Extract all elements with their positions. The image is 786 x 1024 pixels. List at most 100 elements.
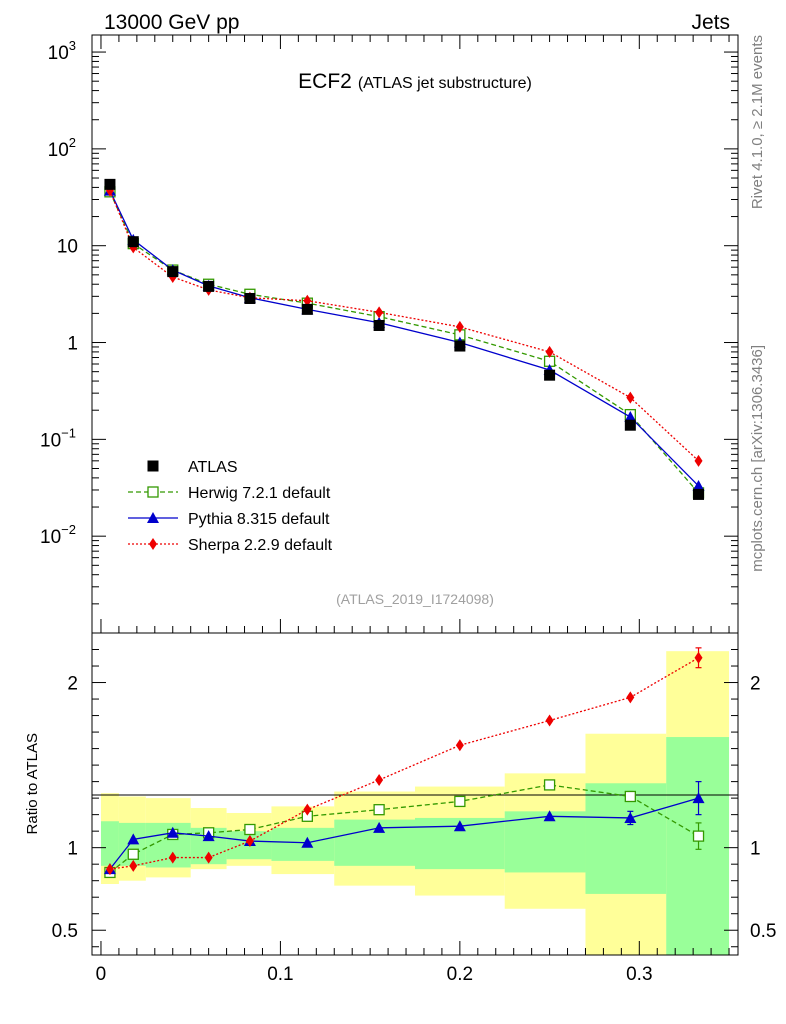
y-tick-label-top: 102: [48, 135, 76, 161]
sherpa-ratio-marker: [168, 851, 177, 864]
atlas-data-point: [244, 292, 256, 304]
ratio-y-tick-label-left: 1: [67, 839, 78, 860]
legend: ATLAS Herwig 7.2.1 default Pythia 8.315 de…: [128, 459, 333, 554]
sherpa-ratio-marker: [245, 835, 254, 848]
sherpa-ratio-marker: [545, 714, 554, 727]
y-tick-label-exponent: 3: [69, 38, 76, 53]
x-tick-label: 0.3: [626, 964, 652, 985]
atlas-data-point: [544, 369, 556, 381]
y-tick-label-top: 1: [67, 334, 78, 355]
ratio-y-tick-label-right: 0.5: [750, 921, 776, 942]
sherpa-top-marker: [303, 294, 312, 307]
ratio-y-tick-label-left: 2: [67, 674, 78, 695]
atlas-data-point: [104, 178, 116, 190]
ratio-y-tick-label-right: 2: [750, 674, 761, 695]
pythia-ratio-marker: [127, 833, 140, 845]
atlas-data-point: [624, 419, 636, 431]
sherpa-top-marker: [455, 320, 464, 333]
sherpa-top-marker: [545, 345, 554, 358]
atlas-data-point: [693, 488, 705, 500]
pythia-ratio-marker: [301, 836, 314, 848]
y-tick-label-top: 103: [48, 38, 76, 64]
herwig-ratio-marker: [373, 804, 385, 816]
ratio-uncertainty-bands: [100, 651, 730, 955]
atlas-data-points: [104, 178, 705, 500]
herwig-ratio-marker: [454, 795, 466, 808]
pythia-top-marker: [624, 411, 637, 423]
pythia-ratio-marker: [202, 830, 215, 842]
ratio-band-green-bin: [271, 827, 335, 861]
y-tick-label-top: 10−1: [40, 425, 76, 451]
y-tick-label-exponent: 2: [69, 135, 76, 150]
ratio-y-tick-label-left: 0.5: [52, 921, 78, 942]
sherpa-ratio-marker: [455, 739, 464, 752]
ratio-band-green-bin: [334, 819, 415, 866]
herwig-ratio-marker: [127, 848, 139, 860]
ratio-band-green-bin: [666, 737, 730, 955]
y-tick-label-top: 10: [57, 237, 78, 258]
sherpa-ratio-marker: [129, 859, 138, 872]
legend-marker-herwig: [147, 486, 159, 498]
legend-label-herwig: Herwig 7.2.1 default: [188, 485, 331, 502]
sherpa-top-marker: [626, 391, 635, 404]
legend-marker-sherpa: [149, 538, 157, 550]
pythia-top-marker: [692, 479, 705, 491]
header-beam-label: 13000 GeV pp: [104, 11, 239, 34]
chart-title-main: ECF2: [298, 70, 352, 93]
x-tick-label: 0.1: [267, 964, 293, 985]
x-tick-label: 0.2: [447, 964, 473, 985]
x-tick-label: 0: [96, 964, 107, 985]
y-tick-label-base: 10: [48, 43, 69, 64]
rivet-version-label: Rivet 4.1.0, ≥ 2.1M events: [749, 35, 766, 209]
legend-label-sherpa: Sherpa 2.2.9 default: [188, 537, 333, 554]
header-process-label: Jets: [691, 11, 730, 34]
legend-label-pythia: Pythia 8.315 default: [188, 511, 330, 528]
y-tick-label-exponent: −2: [61, 522, 76, 537]
pythia-ratio-marker: [543, 810, 556, 822]
sherpa-top-marker: [694, 454, 703, 467]
sherpa-top-line: [109, 190, 699, 462]
y-tick-label-base: 10: [48, 140, 69, 161]
herwig-ratio-marker: [244, 823, 256, 836]
y-tick-label-exponent: −1: [61, 425, 76, 440]
sherpa-ratio-marker: [204, 851, 213, 864]
ratio-band-green-bin: [504, 811, 586, 873]
sherpa-ratio-marker: [105, 863, 114, 876]
pythia-ratio-marker: [453, 820, 466, 832]
ratio-y-tick-label-right: 1: [750, 839, 761, 860]
analysis-id: (ATLAS_2019_I1724098): [336, 591, 494, 607]
herwig-ratio-marker: [543, 779, 556, 791]
pythia-top-line: [109, 190, 699, 487]
atlas-data-point: [127, 236, 139, 248]
ratio-plot-frame: [91, 632, 739, 956]
sherpa-ratio-marker: [694, 651, 703, 664]
legend-marker-atlas: [147, 460, 159, 472]
pythia-ratio-marker: [692, 792, 705, 804]
atlas-data-point: [301, 303, 313, 315]
ratio-axis-label: Ratio to ATLAS: [24, 733, 41, 834]
sherpa-ratio-marker: [626, 691, 635, 704]
mcplots-label: mcplots.cern.ch [arXiv:1306.3436]: [749, 345, 766, 572]
atlas-data-point: [203, 280, 215, 292]
pythia-ratio-marker: [624, 811, 637, 823]
ratio-band-green-bin: [100, 821, 119, 866]
atlas-data-point: [454, 340, 466, 352]
herwig-ratio-marker: [624, 790, 636, 803]
y-tick-label-top: 10−2: [40, 522, 76, 548]
pythia-ratio-marker: [166, 826, 179, 838]
y-tick-label-base: 10: [40, 430, 61, 451]
chart-title: ECF2 (ATLAS jet substructure): [298, 70, 532, 93]
herwig-ratio-marker: [692, 830, 705, 842]
atlas-data-point: [373, 319, 385, 331]
pythia-ratio-marker: [373, 821, 386, 833]
sherpa-ratio-marker: [375, 773, 384, 786]
y-tick-label-base: 10: [40, 527, 61, 548]
axis-ticks: [92, 35, 738, 955]
legend-marker-pythia: [147, 512, 159, 523]
herwig-top-line: [109, 191, 700, 494]
legend-label-atlas: ATLAS: [188, 459, 238, 476]
chart-subtitle: (ATLAS jet substructure): [358, 75, 532, 92]
sherpa-top-marker: [375, 306, 384, 319]
